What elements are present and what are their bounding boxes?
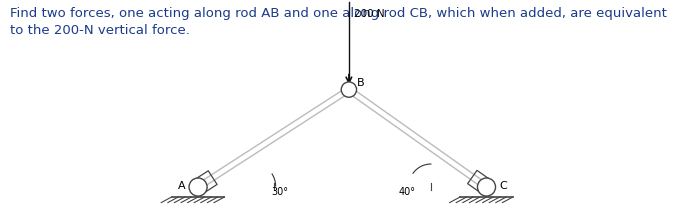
Text: Find two forces, one acting along rod AB and one along rod CB, which when added,: Find two forces, one acting along rod AB… (10, 7, 667, 37)
Circle shape (189, 178, 207, 196)
Text: 30°: 30° (271, 187, 288, 197)
Text: A: A (178, 181, 186, 191)
Circle shape (341, 82, 357, 97)
Text: 200 N: 200 N (354, 9, 385, 19)
Circle shape (477, 178, 496, 196)
Text: 40°: 40° (398, 187, 416, 197)
Text: C: C (499, 181, 507, 191)
Text: B: B (357, 78, 365, 88)
